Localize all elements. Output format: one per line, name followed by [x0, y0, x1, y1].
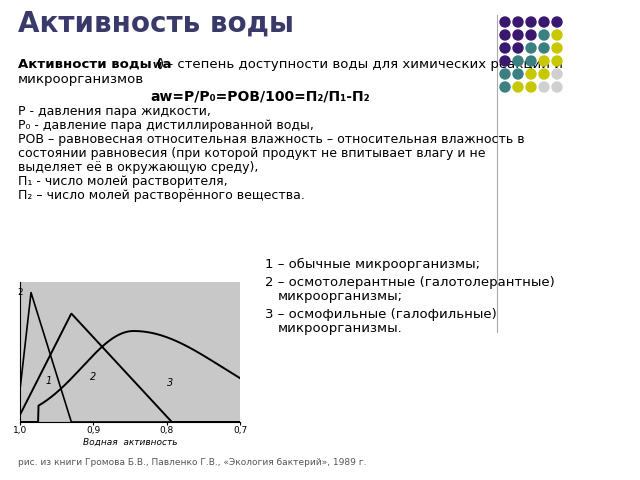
- Circle shape: [526, 82, 536, 92]
- Text: выделяет её в окружающую среду),: выделяет её в окружающую среду),: [18, 161, 259, 174]
- Circle shape: [552, 82, 562, 92]
- Circle shape: [539, 69, 549, 79]
- Text: 1 – обычные микроорганизмы;: 1 – обычные микроорганизмы;: [265, 258, 480, 271]
- Text: П₂ – число молей растворённого вещества.: П₂ – число молей растворённого вещества.: [18, 189, 305, 202]
- Text: 2 – осмотолерантные (галотолерантные): 2 – осмотолерантные (галотолерантные): [265, 276, 555, 289]
- Circle shape: [513, 17, 523, 27]
- Circle shape: [552, 30, 562, 40]
- Text: Активность воды: Активность воды: [18, 10, 294, 38]
- Circle shape: [552, 56, 562, 66]
- Circle shape: [539, 82, 549, 92]
- Circle shape: [500, 17, 510, 27]
- Text: Р₀ - давление пара дистиллированной воды,: Р₀ - давление пара дистиллированной воды…: [18, 119, 314, 132]
- Circle shape: [526, 56, 536, 66]
- Text: 2: 2: [90, 372, 96, 382]
- Circle shape: [513, 30, 523, 40]
- Text: 1: 1: [45, 375, 52, 385]
- Circle shape: [552, 17, 562, 27]
- Text: 2: 2: [18, 288, 24, 297]
- Text: микроорганизмов: микроорганизмов: [18, 73, 144, 86]
- Text: w: w: [153, 60, 162, 70]
- Text: ) - степень доступности воды для химических реакций и: ) - степень доступности воды для химичес…: [159, 58, 563, 71]
- Text: 3 – осмофильные (галофильные): 3 – осмофильные (галофильные): [265, 308, 497, 321]
- Text: Р - давления пара жидкости,: Р - давления пара жидкости,: [18, 105, 211, 118]
- Circle shape: [526, 17, 536, 27]
- Circle shape: [526, 43, 536, 53]
- Text: состоянии равновесия (при которой продукт не впитывает влагу и не: состоянии равновесия (при которой продук…: [18, 147, 486, 160]
- Circle shape: [539, 30, 549, 40]
- Text: РОВ – равновесная относительная влажность – относительная влажность в: РОВ – равновесная относительная влажност…: [18, 133, 525, 146]
- Text: микроорганизмы;: микроорганизмы;: [278, 290, 403, 303]
- Circle shape: [500, 30, 510, 40]
- Circle shape: [552, 69, 562, 79]
- Text: микроорганизмы.: микроорганизмы.: [278, 322, 403, 335]
- Circle shape: [526, 30, 536, 40]
- Text: aw=P/P₀=POB/100=Π₂/Π₁-Π₂: aw=P/P₀=POB/100=Π₂/Π₁-Π₂: [150, 90, 370, 104]
- Text: Активности воды (a: Активности воды (a: [18, 58, 172, 71]
- Circle shape: [539, 56, 549, 66]
- Circle shape: [552, 43, 562, 53]
- Circle shape: [500, 56, 510, 66]
- Text: рис. из книги Громова Б.В., Павленко Г.В., «Экология бактерий», 1989 г.: рис. из книги Громова Б.В., Павленко Г.В…: [18, 458, 367, 467]
- Circle shape: [500, 69, 510, 79]
- Text: 3: 3: [166, 378, 173, 388]
- Text: П₁ - число молей растворителя,: П₁ - число молей растворителя,: [18, 175, 228, 188]
- Circle shape: [539, 17, 549, 27]
- Circle shape: [513, 43, 523, 53]
- Circle shape: [513, 69, 523, 79]
- Circle shape: [526, 69, 536, 79]
- Circle shape: [539, 43, 549, 53]
- Circle shape: [500, 43, 510, 53]
- X-axis label: Водная  активность: Водная активность: [83, 438, 177, 447]
- Circle shape: [500, 82, 510, 92]
- Circle shape: [513, 56, 523, 66]
- Circle shape: [513, 82, 523, 92]
